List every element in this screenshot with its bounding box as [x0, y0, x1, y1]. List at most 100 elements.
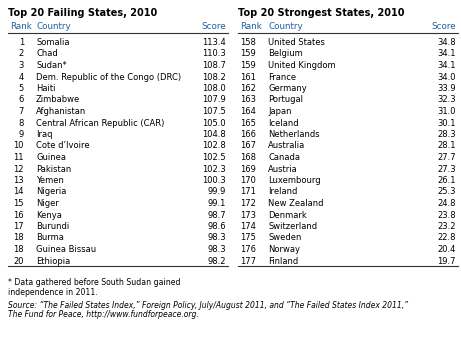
Text: 176: 176: [240, 245, 256, 254]
Text: Source: “The Failed States Index,” Foreign Policy, July/August 2011, and “The Fa: Source: “The Failed States Index,” Forei…: [8, 301, 408, 310]
Text: 98.3: 98.3: [207, 233, 226, 243]
Text: 164: 164: [240, 107, 256, 116]
Text: Dem. Republic of the Congo (DRC): Dem. Republic of the Congo (DRC): [36, 73, 181, 81]
Text: 20.4: 20.4: [437, 245, 456, 254]
Text: 168: 168: [240, 153, 256, 162]
Text: 22.8: 22.8: [437, 233, 456, 243]
Text: Zimbabwe: Zimbabwe: [36, 95, 80, 105]
Text: 4: 4: [19, 73, 24, 81]
Text: independence in 2011.: independence in 2011.: [8, 288, 98, 297]
Text: 159: 159: [240, 61, 256, 70]
Text: 31.0: 31.0: [437, 107, 456, 116]
Text: Top 20 Failing States, 2010: Top 20 Failing States, 2010: [8, 8, 157, 18]
Text: 5: 5: [19, 84, 24, 93]
Text: 102.3: 102.3: [202, 165, 226, 173]
Text: Netherlands: Netherlands: [268, 130, 319, 139]
Text: 98.2: 98.2: [207, 257, 226, 265]
Text: Nigeria: Nigeria: [36, 187, 66, 197]
Text: 177: 177: [240, 257, 256, 265]
Text: 23.8: 23.8: [437, 211, 456, 219]
Text: 30.1: 30.1: [437, 119, 456, 127]
Text: 113.4: 113.4: [202, 38, 226, 47]
Text: 170: 170: [240, 176, 256, 185]
Text: 100.3: 100.3: [202, 176, 226, 185]
Text: * Data gathered before South Sudan gained: * Data gathered before South Sudan gaine…: [8, 278, 181, 287]
Text: 12: 12: [13, 165, 24, 173]
Text: 34.1: 34.1: [437, 49, 456, 59]
Text: 11: 11: [13, 153, 24, 162]
Text: Guinea Bissau: Guinea Bissau: [36, 245, 96, 254]
Text: 26.1: 26.1: [437, 176, 456, 185]
Text: 28.1: 28.1: [437, 141, 456, 151]
Text: 98.3: 98.3: [207, 245, 226, 254]
Text: 34.8: 34.8: [437, 38, 456, 47]
Text: Burundi: Burundi: [36, 222, 69, 231]
Text: 108.0: 108.0: [202, 84, 226, 93]
Text: 102.8: 102.8: [202, 141, 226, 151]
Text: 18: 18: [13, 233, 24, 243]
Text: Australia: Australia: [268, 141, 305, 151]
Text: 108.2: 108.2: [202, 73, 226, 81]
Text: 23.2: 23.2: [437, 222, 456, 231]
Text: Kenya: Kenya: [36, 211, 62, 219]
Text: 99.9: 99.9: [207, 187, 226, 197]
Text: Guinea: Guinea: [36, 153, 66, 162]
Text: Chad: Chad: [36, 49, 58, 59]
Text: 24.8: 24.8: [437, 199, 456, 208]
Text: 174: 174: [240, 222, 256, 231]
Text: Central African Republic (CAR): Central African Republic (CAR): [36, 119, 165, 127]
Text: 107.5: 107.5: [202, 107, 226, 116]
Text: Iraq: Iraq: [36, 130, 53, 139]
Text: Luxembourg: Luxembourg: [268, 176, 320, 185]
Text: 173: 173: [240, 211, 256, 219]
Text: Sweden: Sweden: [268, 233, 301, 243]
Text: 110.3: 110.3: [202, 49, 226, 59]
Text: Yemen: Yemen: [36, 176, 64, 185]
Text: 34.0: 34.0: [437, 73, 456, 81]
Text: Haiti: Haiti: [36, 84, 55, 93]
Text: United States: United States: [268, 38, 325, 47]
Text: 171: 171: [240, 187, 256, 197]
Text: Iceland: Iceland: [268, 119, 299, 127]
Text: Switzerland: Switzerland: [268, 222, 317, 231]
Text: 20: 20: [13, 257, 24, 265]
Text: 104.8: 104.8: [202, 130, 226, 139]
Text: Ireland: Ireland: [268, 187, 297, 197]
Text: 108.7: 108.7: [202, 61, 226, 70]
Text: Canada: Canada: [268, 153, 300, 162]
Text: 27.3: 27.3: [437, 165, 456, 173]
Text: 107.9: 107.9: [202, 95, 226, 105]
Text: 98.7: 98.7: [207, 211, 226, 219]
Text: Score: Score: [431, 22, 456, 31]
Text: 163: 163: [240, 95, 256, 105]
Text: 165: 165: [240, 119, 256, 127]
Text: 105.0: 105.0: [202, 119, 226, 127]
Text: 10: 10: [13, 141, 24, 151]
Text: France: France: [268, 73, 296, 81]
Text: Portugal: Portugal: [268, 95, 303, 105]
Text: 15: 15: [13, 199, 24, 208]
Text: 33.9: 33.9: [437, 84, 456, 93]
Text: 161: 161: [240, 73, 256, 81]
Text: Germany: Germany: [268, 84, 307, 93]
Text: 28.3: 28.3: [437, 130, 456, 139]
Text: Denmark: Denmark: [268, 211, 307, 219]
Text: 6: 6: [18, 95, 24, 105]
Text: 159: 159: [240, 49, 256, 59]
Text: 32.3: 32.3: [437, 95, 456, 105]
Text: 3: 3: [18, 61, 24, 70]
Text: Somalia: Somalia: [36, 38, 70, 47]
Text: Austria: Austria: [268, 165, 298, 173]
Text: 9: 9: [19, 130, 24, 139]
Text: 34.1: 34.1: [437, 61, 456, 70]
Text: Norway: Norway: [268, 245, 300, 254]
Text: Rank: Rank: [240, 22, 262, 31]
Text: Niger: Niger: [36, 199, 59, 208]
Text: Burma: Burma: [36, 233, 64, 243]
Text: Country: Country: [268, 22, 302, 31]
Text: 1: 1: [19, 38, 24, 47]
Text: Pakistan: Pakistan: [36, 165, 71, 173]
Text: 16: 16: [13, 211, 24, 219]
Text: 167: 167: [240, 141, 256, 151]
Text: 17: 17: [13, 222, 24, 231]
